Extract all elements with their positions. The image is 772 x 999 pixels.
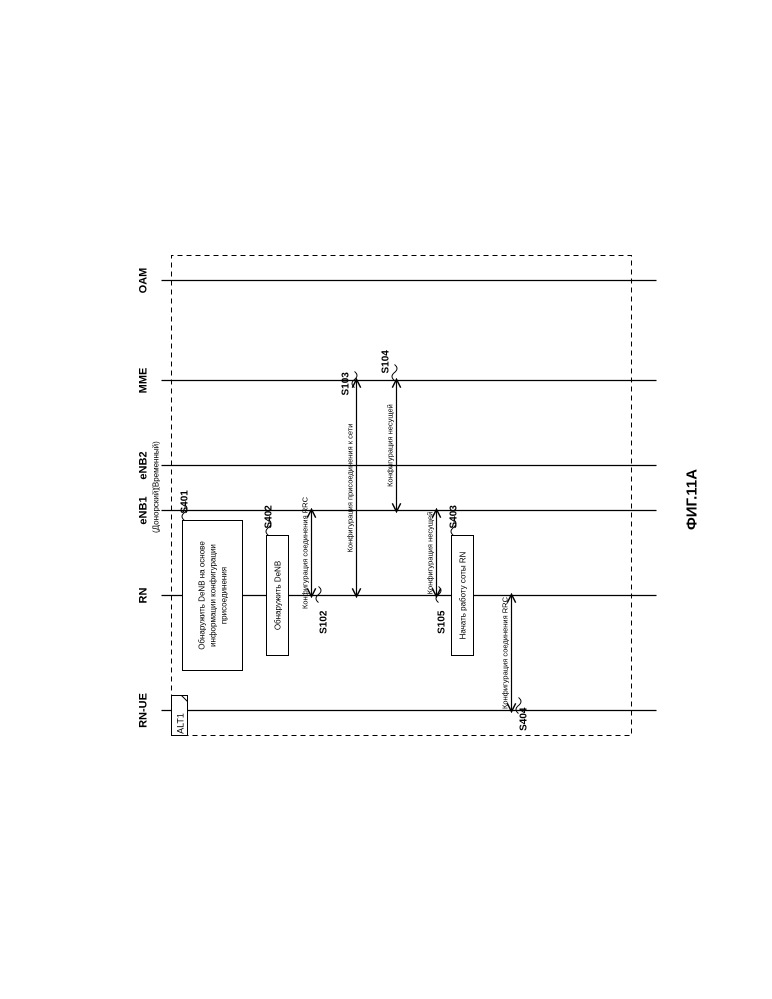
svg-text:S404: S404: [519, 707, 530, 731]
svg-text:(Временный): (Временный): [152, 441, 161, 490]
svg-text:MME: MME: [138, 368, 150, 394]
svg-text:S401: S401: [180, 490, 191, 514]
svg-text:S104: S104: [381, 350, 392, 374]
svg-text:ALT1: ALT1: [176, 713, 186, 734]
svg-text:RN: RN: [138, 588, 150, 604]
svg-text:eNB2: eNB2: [138, 451, 150, 479]
svg-text:Обнаружить DeNB: Обнаружить DeNB: [274, 561, 283, 630]
sequence-diagram: 9/21RN-UERNeNB1(Донорский)eNB2(Временный…: [0, 0, 772, 999]
svg-text:Конфигурация присоединения к с: Конфигурация присоединения к сети: [346, 424, 355, 553]
svg-text:присоединения: присоединения: [220, 567, 229, 624]
svg-text:(Донорский): (Донорский): [152, 488, 161, 533]
svg-text:Конфигурация соединения RRC: Конфигурация соединения RRC: [301, 496, 310, 609]
svg-text:Конфигурация несущей: Конфигурация несущей: [426, 512, 435, 595]
svg-text:OAM: OAM: [138, 268, 150, 294]
svg-text:Конфигурация соединения RRC: Конфигурация соединения RRC: [501, 596, 510, 709]
svg-text:S402: S402: [264, 505, 275, 529]
svg-text:информации конфигурации: информации конфигурации: [209, 544, 218, 647]
svg-text:S102: S102: [319, 610, 330, 634]
svg-text:Конфигурация несущей: Конфигурация несущей: [386, 404, 395, 487]
svg-text:RN-UE: RN-UE: [138, 693, 150, 728]
svg-text:Обнаружить DeNB на основе: Обнаружить DeNB на основе: [198, 541, 207, 650]
svg-text:ФИГ.11A: ФИГ.11A: [684, 469, 701, 530]
svg-text:S403: S403: [449, 505, 460, 529]
svg-text:Начать работу соты RN: Начать работу соты RN: [459, 551, 468, 639]
svg-text:eNB1: eNB1: [138, 496, 150, 524]
svg-text:S103: S103: [341, 372, 352, 396]
svg-text:S105: S105: [437, 610, 448, 634]
